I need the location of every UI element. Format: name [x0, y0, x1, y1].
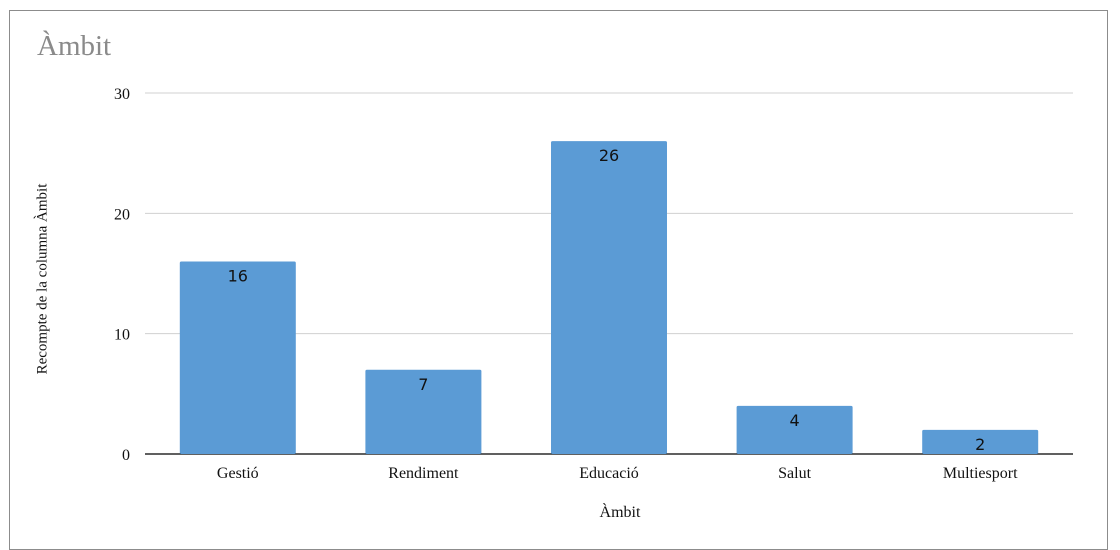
data-label: 4 — [790, 411, 800, 430]
y-tick-label: 10 — [114, 327, 130, 344]
data-label: 26 — [599, 146, 619, 165]
data-label: 16 — [228, 266, 248, 285]
category-label: Salut — [778, 465, 811, 482]
data-label: 2 — [975, 435, 985, 454]
bar — [922, 429, 1039, 454]
y-tick-label: 20 — [114, 206, 130, 223]
bars — [179, 141, 1039, 454]
value-labels: 16 7 26 4 2 — [228, 146, 986, 454]
chart-title: Àmbit — [37, 30, 112, 62]
bar — [551, 141, 667, 454]
bar — [179, 261, 296, 454]
category-labels: Gestió Rendiment Educació Salut Multiesport — [217, 465, 1018, 482]
data-label: 7 — [418, 375, 428, 394]
y-tick-label: 0 — [122, 447, 130, 464]
y-tick-labels: 0 10 20 30 — [114, 86, 130, 464]
category-label: Multiesport — [943, 465, 1018, 482]
category-label: Gestió — [217, 465, 259, 482]
category-label: Educació — [579, 465, 639, 482]
x-axis-label: Àmbit — [599, 504, 641, 521]
bar — [365, 369, 482, 454]
y-tick-label: 30 — [114, 86, 130, 103]
category-label: Rendiment — [388, 465, 459, 482]
bar — [736, 405, 853, 454]
